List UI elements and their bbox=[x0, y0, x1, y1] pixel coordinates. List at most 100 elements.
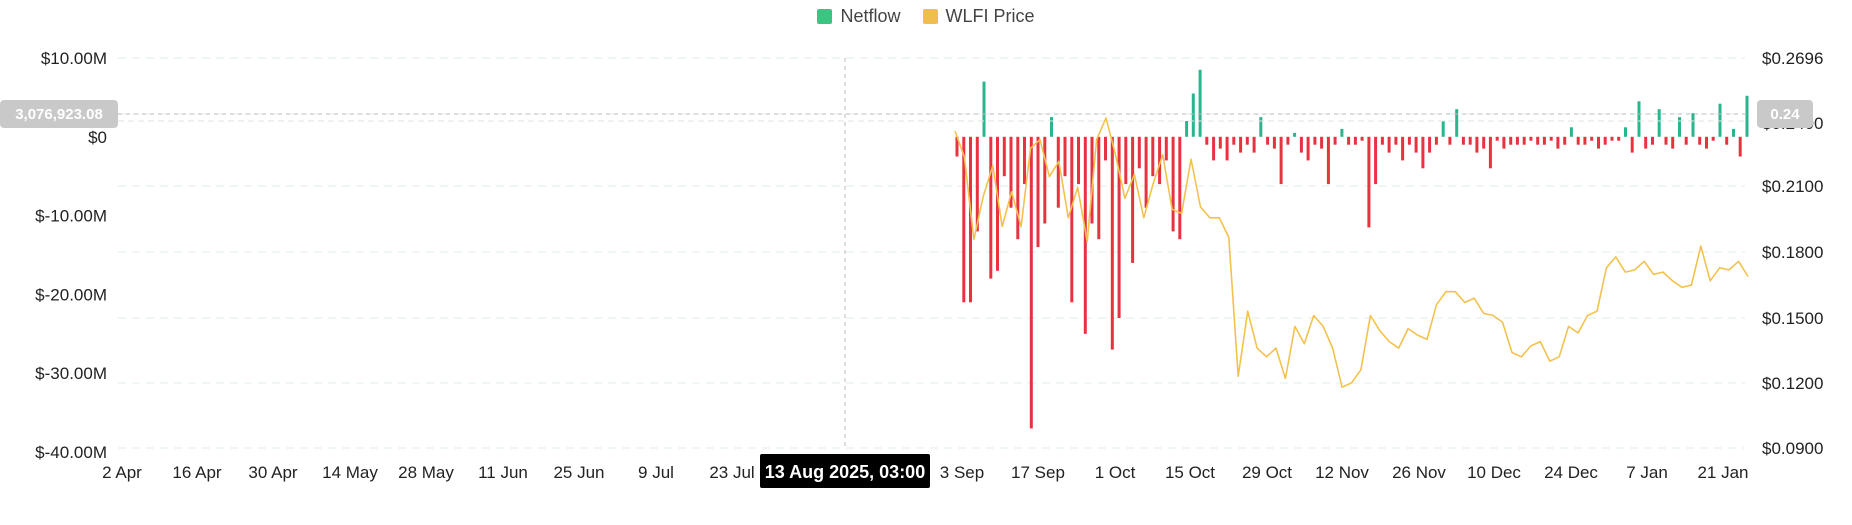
netflow-bar[interactable] bbox=[1644, 136, 1648, 149]
netflow-bar[interactable] bbox=[1678, 117, 1681, 137]
netflow-bar[interactable] bbox=[1097, 136, 1101, 240]
netflow-bar[interactable] bbox=[1387, 136, 1391, 153]
netflow-bar[interactable] bbox=[1110, 136, 1114, 350]
netflow-bar[interactable] bbox=[1394, 136, 1398, 145]
netflow-bar[interactable] bbox=[1239, 136, 1243, 153]
netflow-bar[interactable] bbox=[1144, 136, 1148, 208]
netflow-bar[interactable] bbox=[1502, 136, 1506, 149]
netflow-bar[interactable] bbox=[1434, 136, 1438, 145]
netflow-bar[interactable] bbox=[1691, 113, 1695, 137]
price-series-line[interactable] bbox=[954, 117, 1749, 389]
netflow-bar[interactable] bbox=[1698, 136, 1702, 145]
netflow-bar[interactable] bbox=[1664, 136, 1668, 145]
netflow-bar[interactable] bbox=[1225, 136, 1229, 161]
netflow-bar[interactable] bbox=[1124, 136, 1128, 185]
netflow-bar[interactable] bbox=[1718, 103, 1722, 137]
netflow-bar[interactable] bbox=[1684, 136, 1688, 145]
netflow-bar[interactable] bbox=[1090, 136, 1094, 224]
netflow-bar[interactable] bbox=[1063, 136, 1067, 177]
netflow-bar[interactable] bbox=[1245, 136, 1249, 145]
netflow-bar[interactable] bbox=[1151, 136, 1155, 177]
netflow-bar[interactable] bbox=[982, 81, 986, 137]
netflow-bar[interactable] bbox=[1597, 136, 1600, 149]
netflow-bar[interactable] bbox=[1171, 136, 1175, 232]
netflow-bar[interactable] bbox=[1475, 136, 1479, 153]
netflow-bar[interactable] bbox=[1624, 127, 1627, 137]
netflow-bar[interactable] bbox=[955, 136, 959, 157]
netflow-bar[interactable] bbox=[1529, 136, 1533, 141]
legend-item-netflow[interactable]: Netflow bbox=[817, 6, 901, 27]
netflow-bar[interactable] bbox=[1732, 128, 1735, 137]
netflow-bar[interactable] bbox=[1671, 136, 1675, 149]
netflow-bar[interactable] bbox=[1488, 136, 1492, 169]
netflow-bar[interactable] bbox=[1569, 127, 1573, 137]
netflow-bar[interactable] bbox=[1158, 136, 1162, 185]
netflow-bar[interactable] bbox=[1313, 136, 1317, 145]
netflow-bar[interactable] bbox=[1657, 109, 1661, 137]
netflow-bar[interactable] bbox=[1414, 136, 1418, 153]
netflow-bar[interactable] bbox=[1401, 136, 1405, 161]
netflow-bar[interactable] bbox=[1070, 136, 1074, 303]
netflow-bar[interactable] bbox=[1340, 128, 1344, 137]
netflow-bar[interactable] bbox=[1407, 136, 1411, 145]
netflow-bar[interactable] bbox=[1218, 136, 1222, 149]
netflow-bar[interactable] bbox=[969, 136, 972, 303]
netflow-bar[interactable] bbox=[1711, 136, 1715, 141]
netflow-bar[interactable] bbox=[1178, 136, 1182, 240]
netflow-bar[interactable] bbox=[1745, 95, 1749, 137]
netflow-bar[interactable] bbox=[1104, 136, 1107, 161]
netflow-bar[interactable] bbox=[1077, 136, 1080, 185]
netflow-bar[interactable] bbox=[1468, 136, 1472, 145]
netflow-bar[interactable] bbox=[1333, 136, 1337, 145]
netflow-bar[interactable] bbox=[1347, 136, 1351, 145]
netflow-bar[interactable] bbox=[1043, 136, 1047, 224]
netflow-bar[interactable] bbox=[1374, 136, 1378, 185]
netflow-bar[interactable] bbox=[1056, 136, 1060, 208]
netflow-bar[interactable] bbox=[1651, 136, 1654, 145]
netflow-bar[interactable] bbox=[1603, 136, 1607, 145]
netflow-bar[interactable] bbox=[1272, 136, 1276, 149]
netflow-bar[interactable] bbox=[962, 136, 966, 303]
netflow-bar[interactable] bbox=[1738, 136, 1742, 157]
netflow-bar[interactable] bbox=[1320, 136, 1324, 149]
netflow-bar[interactable] bbox=[1299, 136, 1303, 153]
netflow-bar[interactable] bbox=[1556, 136, 1560, 149]
netflow-bar[interactable] bbox=[1353, 136, 1357, 145]
netflow-bar[interactable] bbox=[989, 136, 993, 279]
netflow-bar[interactable] bbox=[1549, 136, 1553, 141]
netflow-bar[interactable] bbox=[1306, 136, 1310, 161]
netflow-bar[interactable] bbox=[1515, 136, 1519, 145]
netflow-bar[interactable] bbox=[1522, 136, 1526, 145]
netflow-bar[interactable] bbox=[1212, 136, 1216, 161]
netflow-bar[interactable] bbox=[1326, 136, 1330, 185]
netflow-bar[interactable] bbox=[1009, 136, 1013, 208]
netflow-bar[interactable] bbox=[1380, 136, 1384, 145]
netflow-bar[interactable] bbox=[1360, 136, 1364, 141]
netflow-bar[interactable] bbox=[1610, 136, 1614, 141]
netflow-bar[interactable] bbox=[1590, 136, 1594, 141]
netflow-bar[interactable] bbox=[1232, 136, 1236, 145]
netflow-bar[interactable] bbox=[1050, 117, 1053, 137]
netflow-bar[interactable] bbox=[1002, 136, 1006, 177]
netflow-bar[interactable] bbox=[1509, 136, 1513, 145]
legend-item-price[interactable]: WLFI Price bbox=[922, 6, 1035, 27]
netflow-bar[interactable] bbox=[1293, 132, 1297, 137]
netflow-bar[interactable] bbox=[1198, 69, 1202, 137]
netflow-bar[interactable] bbox=[1191, 93, 1195, 137]
netflow-bar[interactable] bbox=[1421, 136, 1425, 169]
netflow-bar[interactable] bbox=[1131, 136, 1135, 263]
netflow-bar[interactable] bbox=[1705, 136, 1708, 149]
netflow-bar[interactable] bbox=[1495, 136, 1499, 141]
netflow-bar[interactable] bbox=[1448, 136, 1452, 145]
netflow-bar[interactable] bbox=[975, 136, 979, 232]
netflow-bar[interactable] bbox=[1367, 136, 1371, 228]
netflow-bar[interactable] bbox=[1725, 136, 1729, 145]
netflow-bar[interactable] bbox=[1205, 136, 1209, 145]
netflow-bar[interactable] bbox=[1266, 136, 1270, 145]
netflow-bar[interactable] bbox=[1279, 136, 1283, 185]
netflow-bar[interactable] bbox=[1455, 109, 1459, 137]
netflow-bar[interactable] bbox=[1583, 136, 1587, 145]
netflow-bar[interactable] bbox=[1428, 136, 1432, 153]
netflow-bar[interactable] bbox=[1576, 136, 1580, 145]
